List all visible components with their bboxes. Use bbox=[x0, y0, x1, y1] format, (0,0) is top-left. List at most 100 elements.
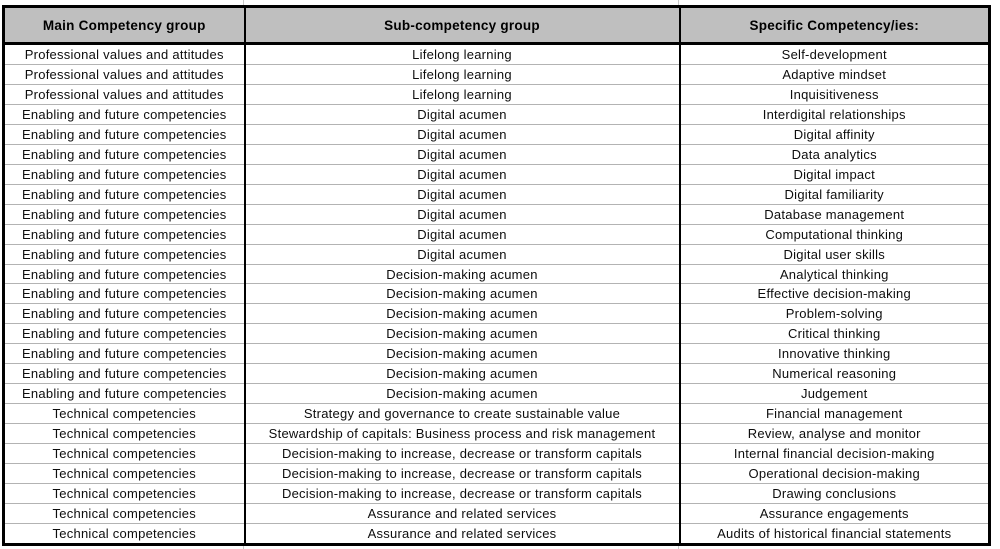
cell-specific-competency[interactable]: Drawing conclusions bbox=[678, 482, 990, 504]
table-row: Enabling and future competencies Digital… bbox=[3, 203, 990, 225]
cell-sub-competency-group[interactable]: Digital acumen bbox=[243, 123, 680, 145]
cell-main-competency-group[interactable]: Professional values and attitudes bbox=[24, 47, 224, 63]
header-main-competency-group[interactable]: Main Competency group bbox=[3, 6, 245, 45]
cell-main-competency-group[interactable]: Technical competencies bbox=[3, 502, 245, 524]
table-body: Professional values and attitudes Lifelo… bbox=[3, 43, 990, 545]
cell-sub-competency-group[interactable]: Digital acumen bbox=[243, 243, 680, 265]
cell-sub-competency-group[interactable]: Decision-making to increase, decrease or… bbox=[243, 482, 680, 504]
cell-main-competency-group[interactable]: Professional values and attitudes bbox=[3, 64, 245, 85]
cell-specific-competency[interactable]: Digital affinity bbox=[678, 123, 990, 145]
cell-sub-competency-group[interactable]: Decision-making to increase, decrease or… bbox=[243, 462, 680, 484]
cell-sub-competency-group[interactable]: Assurance and related services bbox=[243, 522, 680, 545]
table-row: Technical competencies Stewardship of ca… bbox=[3, 423, 990, 444]
table-row: Enabling and future competencies Digital… bbox=[3, 123, 990, 145]
cell-specific-competency[interactable]: Database management bbox=[678, 203, 990, 225]
cell-main-competency-group[interactable]: Technical competencies bbox=[3, 482, 245, 504]
cell-specific-competency[interactable]: Data analytics bbox=[678, 143, 990, 165]
header-sub-competency-group[interactable]: Sub-competency group bbox=[243, 6, 680, 45]
header-specific-competency[interactable]: Specific Competency/ies: bbox=[678, 6, 990, 45]
table-row: Enabling and future competencies Digital… bbox=[3, 223, 990, 245]
cell-main-competency-group[interactable]: Enabling and future competencies bbox=[3, 143, 245, 165]
cell-specific-competency[interactable]: Adaptive mindset bbox=[678, 64, 990, 85]
cell-main-competency-group[interactable]: Technical competencies bbox=[3, 442, 245, 464]
cell-specific-competency[interactable]: Inquisitiveness bbox=[678, 84, 990, 105]
cell-main-competency-group[interactable]: Enabling and future competencies bbox=[3, 263, 245, 284]
cell-specific-competency[interactable]: Problem-solving bbox=[678, 303, 990, 324]
sheet-gridline-bottom-left bbox=[243, 546, 244, 549]
cell-sub-competency-group[interactable]: Digital acumen bbox=[243, 203, 680, 225]
cell-specific-competency[interactable]: Judgement bbox=[678, 383, 990, 404]
cell-main-competency-group[interactable]: Technical competencies bbox=[3, 403, 245, 424]
cell-main-competency-group[interactable]: Enabling and future competencies bbox=[3, 203, 245, 225]
header-row: Main Competency group Sub-competency gro… bbox=[3, 6, 990, 45]
cell-sub-competency-group[interactable]: Stewardship of capitals: Business proces… bbox=[243, 423, 680, 444]
cell-sub-competency-group[interactable]: Strategy and governance to create sustai… bbox=[243, 403, 680, 424]
cell-main-competency-group[interactable]: Enabling and future competencies bbox=[3, 243, 245, 265]
table-row: Technical competencies Assurance and rel… bbox=[3, 502, 990, 524]
cell-main-competency-group[interactable]: Enabling and future competencies bbox=[3, 363, 245, 384]
competency-table: Main Competency group Sub-competency gro… bbox=[2, 5, 991, 546]
cell-specific-competency[interactable]: Interdigital relationships bbox=[678, 104, 990, 125]
cell-main-competency-group[interactable]: Enabling and future competencies bbox=[3, 343, 245, 364]
cell-main-competency-group[interactable]: Enabling and future competencies bbox=[3, 383, 245, 404]
cell-sub-competency-group[interactable]: Decision-making acumen bbox=[243, 303, 680, 324]
cell-sub-competency-group[interactable]: Digital acumen bbox=[243, 223, 680, 245]
cell-sub-competency-group[interactable]: Lifelong learning bbox=[243, 43, 680, 65]
cell-sub-competency-group[interactable]: Decision-making acumen bbox=[243, 323, 680, 344]
cell-main-competency-group[interactable]: Enabling and future competencies bbox=[3, 183, 245, 205]
cell-main-competency-group[interactable]: Enabling and future competencies bbox=[3, 163, 245, 185]
cell-specific-competency[interactable]: Innovative thinking bbox=[678, 343, 990, 364]
cell-main-competency-group[interactable]: Enabling and future competencies bbox=[3, 223, 245, 245]
table-row: Technical competencies Strategy and gove… bbox=[3, 403, 990, 424]
table-row: Technical competencies Decision-making t… bbox=[3, 482, 990, 504]
table-row: Technical competencies Decision-making t… bbox=[3, 442, 990, 464]
cell-specific-competency[interactable]: Digital user skills bbox=[678, 243, 990, 265]
cell-main-competency-group[interactable]: Technical competencies bbox=[3, 522, 245, 545]
cell-main-competency-group[interactable]: Professional values and attitudes bbox=[3, 84, 245, 105]
cell-specific-competency[interactable]: Analytical thinking bbox=[678, 263, 990, 284]
cell-sub-competency-group[interactable]: Assurance and related services bbox=[243, 502, 680, 524]
table-row: Professional values and attitudes Lifelo… bbox=[3, 84, 990, 105]
cell-sub-competency-group[interactable]: Digital acumen bbox=[243, 183, 680, 205]
cell-specific-competency[interactable]: Operational decision-making bbox=[678, 462, 990, 484]
cell-sub-competency-group[interactable]: Lifelong learning bbox=[243, 64, 680, 85]
cell-specific-competency[interactable]: Digital familiarity bbox=[678, 183, 990, 205]
cell-sub-competency-group[interactable]: Decision-making acumen bbox=[243, 363, 680, 384]
cell-specific-competency[interactable]: Computational thinking bbox=[678, 223, 990, 245]
cell-sub-competency-group[interactable]: Decision-making to increase, decrease or… bbox=[243, 442, 680, 464]
cell-sub-competency-group[interactable]: Digital acumen bbox=[243, 143, 680, 165]
cell-sub-competency-group[interactable]: Decision-making acumen bbox=[243, 263, 680, 284]
table-row: Technical competencies Decision-making t… bbox=[3, 462, 990, 484]
table-row: Enabling and future competencies Decisio… bbox=[3, 263, 990, 284]
cell-main-competency-group[interactable]: Enabling and future competencies bbox=[3, 283, 245, 304]
cell-sub-competency-group[interactable]: Decision-making acumen bbox=[243, 343, 680, 364]
table-row: Enabling and future competencies Decisio… bbox=[3, 283, 990, 304]
cell-main-competency-group[interactable]: Enabling and future competencies bbox=[3, 303, 245, 324]
cell-main-competency-group[interactable]: Technical competencies bbox=[3, 462, 245, 484]
table-row: Professional values and attitudes Lifelo… bbox=[4, 43, 990, 65]
cell-main-competency-group[interactable]: Enabling and future competencies bbox=[3, 104, 245, 125]
cell-sub-competency-group[interactable]: Decision-making acumen bbox=[243, 383, 680, 404]
cell-sub-competency-group[interactable]: Digital acumen bbox=[243, 163, 680, 185]
table-row: Enabling and future competencies Digital… bbox=[3, 143, 990, 165]
cell-specific-competency[interactable]: Internal financial decision-making bbox=[678, 442, 990, 464]
cell-sub-competency-group[interactable]: Decision-making acumen bbox=[243, 283, 680, 304]
table-row: Enabling and future competencies Digital… bbox=[3, 243, 990, 265]
cell-specific-competency[interactable]: Effective decision-making bbox=[678, 283, 990, 304]
cell-specific-competency[interactable]: Critical thinking bbox=[678, 323, 990, 344]
table-row: Enabling and future competencies Digital… bbox=[3, 104, 990, 125]
cell-specific-competency[interactable]: Assurance engagements bbox=[678, 502, 990, 524]
cell-specific-competency[interactable]: Financial management bbox=[678, 403, 990, 424]
cell-specific-competency[interactable]: Self-development bbox=[678, 43, 990, 65]
table-row: Enabling and future competencies Decisio… bbox=[3, 383, 990, 404]
cell-specific-competency[interactable]: Audits of historical financial statement… bbox=[678, 522, 990, 545]
cell-main-competency-group[interactable]: Technical competencies bbox=[3, 423, 245, 444]
cell-main-competency-group[interactable]: Enabling and future competencies bbox=[3, 123, 245, 145]
cell-sub-competency-group[interactable]: Digital acumen bbox=[243, 104, 680, 125]
cell-specific-competency[interactable]: Digital impact bbox=[678, 163, 990, 185]
table-row: Professional values and attitudes Lifelo… bbox=[3, 64, 990, 85]
cell-main-competency-group[interactable]: Enabling and future competencies bbox=[3, 323, 245, 344]
cell-specific-competency[interactable]: Numerical reasoning bbox=[678, 363, 990, 384]
cell-specific-competency[interactable]: Review, analyse and monitor bbox=[678, 423, 990, 444]
cell-sub-competency-group[interactable]: Lifelong learning bbox=[243, 84, 680, 105]
